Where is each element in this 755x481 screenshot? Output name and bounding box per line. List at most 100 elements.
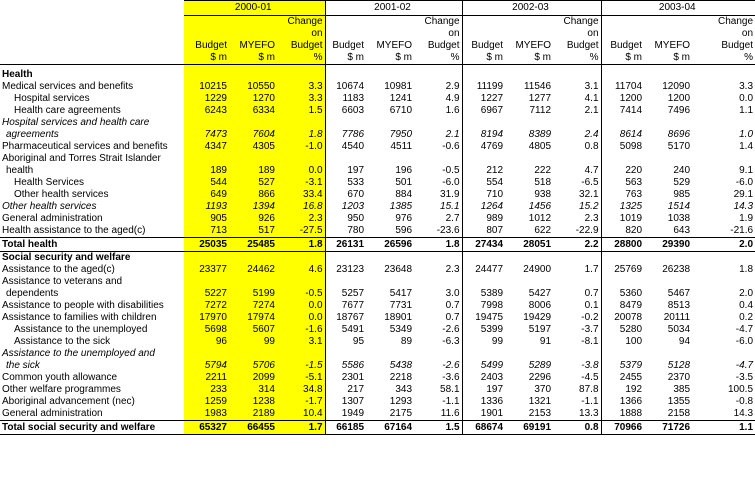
value-cell bbox=[277, 348, 326, 360]
change-column-header: Change bbox=[424, 16, 460, 27]
change-column-header: Budget bbox=[427, 40, 460, 51]
value-cell: 5197 bbox=[528, 324, 552, 335]
year-header: 2001-02 bbox=[324, 0, 463, 16]
value-cell: 26596 bbox=[366, 237, 415, 252]
value-cell: 19429 bbox=[523, 312, 552, 323]
value-cell: -3.8 bbox=[581, 360, 599, 371]
value-cell: -3.1 bbox=[277, 177, 326, 189]
budget-column-header bbox=[184, 15, 229, 28]
row-label: Common youth allowance bbox=[2, 372, 118, 383]
table-row: Medical services and benefits 10215 10550 3… bbox=[0, 81, 755, 93]
value-cell: 2.3 bbox=[445, 264, 460, 275]
budget-column-header: $ m bbox=[184, 52, 229, 65]
value-cell: -0.5 bbox=[442, 165, 460, 176]
year-header: 2000-01 bbox=[184, 0, 326, 16]
value-cell bbox=[184, 153, 229, 165]
value-cell: 0.8 bbox=[584, 141, 599, 152]
value-cell bbox=[644, 117, 692, 129]
column-header-row: $ m $ m% $ m $ m% $ m $ m% $ m $ m% bbox=[0, 52, 755, 65]
value-cell bbox=[229, 276, 277, 288]
value-cell bbox=[414, 117, 462, 129]
value-cell: 1200 bbox=[667, 93, 691, 104]
myefo-column-header: $ m bbox=[229, 52, 277, 65]
value-cell: -0.2 bbox=[581, 312, 599, 323]
row-label: Social security and welfare bbox=[2, 252, 131, 263]
value-cell: 20078 bbox=[600, 312, 645, 324]
value-cell: 5607 bbox=[229, 324, 277, 336]
value-cell: 2.4 bbox=[584, 129, 599, 140]
value-cell: 713 bbox=[184, 225, 229, 238]
value-cell: 6710 bbox=[389, 105, 413, 116]
value-cell: 87.8 bbox=[579, 384, 599, 395]
value-cell: 5499 bbox=[461, 360, 506, 372]
table-row: Pharmaceutical services and benefits 4347… bbox=[0, 141, 755, 153]
value-cell bbox=[324, 348, 367, 360]
value-cell: 23377 bbox=[184, 264, 229, 276]
budget-column-header bbox=[461, 15, 506, 28]
value-cell: 34.8 bbox=[277, 384, 326, 396]
row-label: the sick bbox=[6, 360, 40, 371]
row-label: Assistance to the aged(c) bbox=[2, 264, 115, 275]
table-row: Other health services 649 866 33.4 670 884 31.… bbox=[0, 189, 755, 201]
spacer-row bbox=[0, 64, 755, 69]
value-cell bbox=[505, 153, 553, 165]
value-cell: 527 bbox=[229, 177, 277, 189]
value-cell bbox=[600, 69, 645, 81]
value-cell: 1514 bbox=[667, 201, 691, 212]
value-cell bbox=[229, 117, 277, 129]
table-row: Other health services 1193 1394 16.8 1203 138… bbox=[0, 201, 755, 213]
value-cell: 518 bbox=[534, 177, 552, 188]
value-cell: 5491 bbox=[324, 324, 367, 336]
table-row: General administration 905 926 2.3 950 976 2.7… bbox=[0, 213, 755, 225]
row-label: Assistance to families with children bbox=[2, 312, 157, 323]
myefo-column-header bbox=[229, 28, 277, 40]
value-cell: 33.4 bbox=[277, 189, 326, 201]
value-cell bbox=[692, 348, 755, 360]
row-label: General administration bbox=[2, 213, 103, 224]
value-cell: 14.3 bbox=[733, 201, 754, 212]
value-cell bbox=[644, 69, 692, 81]
value-cell: 596 bbox=[395, 225, 413, 236]
value-cell bbox=[692, 252, 755, 265]
budget-column-header bbox=[324, 28, 367, 40]
row-label: dependents bbox=[6, 288, 59, 299]
value-cell: 1.5 bbox=[277, 105, 326, 117]
value-cell: 0.4 bbox=[739, 300, 754, 311]
value-cell: -6.0 bbox=[442, 177, 460, 188]
value-cell: 233 bbox=[184, 384, 229, 396]
value-cell: 1277 bbox=[528, 93, 552, 104]
value-cell bbox=[229, 251, 277, 264]
value-cell bbox=[229, 69, 277, 81]
value-cell: -1.0 bbox=[277, 141, 326, 153]
value-cell: 8696 bbox=[667, 129, 691, 140]
myefo-column-header: $ m bbox=[644, 52, 693, 65]
value-cell: 5257 bbox=[324, 288, 367, 300]
value-cell: 25485 bbox=[229, 237, 277, 252]
value-cell: 11704 bbox=[600, 81, 645, 93]
value-cell bbox=[600, 117, 645, 129]
row-label: Medical services and benefits bbox=[2, 81, 134, 92]
myefo-column-header bbox=[366, 16, 414, 29]
value-cell: 100.5 bbox=[728, 384, 754, 395]
value-cell: 7677 bbox=[324, 300, 367, 312]
table-row: Assistance to the unemployed 5698 5607 -1.6… bbox=[0, 324, 755, 336]
value-cell: 5170 bbox=[667, 141, 691, 152]
value-cell: 15.1 bbox=[440, 201, 460, 212]
value-cell: 23123 bbox=[324, 264, 367, 276]
value-cell bbox=[461, 117, 506, 129]
value-cell bbox=[461, 276, 506, 288]
value-cell: 91 bbox=[539, 336, 552, 347]
value-cell: 1336 bbox=[461, 396, 506, 408]
value-cell: -3.6 bbox=[442, 372, 460, 383]
value-cell bbox=[553, 252, 601, 265]
value-cell: 763 bbox=[600, 189, 645, 201]
value-cell: 533 bbox=[324, 177, 367, 189]
value-cell bbox=[277, 251, 326, 264]
value-cell: 7950 bbox=[389, 129, 413, 140]
value-cell: 5794 bbox=[184, 360, 229, 372]
value-cell: 212 bbox=[461, 165, 506, 177]
value-cell: 643 bbox=[673, 225, 691, 236]
value-cell: 12090 bbox=[662, 81, 691, 92]
value-cell bbox=[184, 64, 229, 69]
change-column-header: % bbox=[414, 52, 463, 65]
